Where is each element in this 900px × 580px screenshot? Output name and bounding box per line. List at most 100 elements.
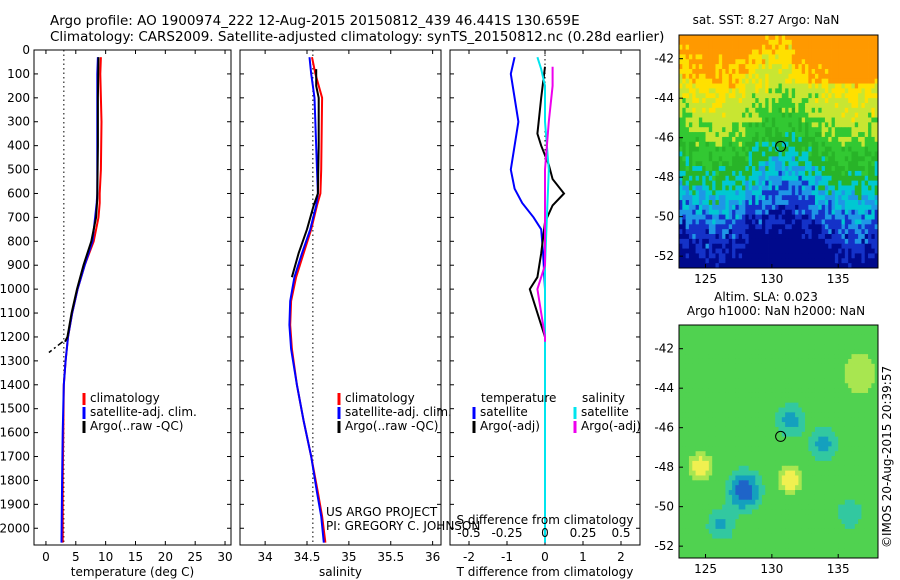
- sla_map-cell: [818, 329, 823, 336]
- sla_map-cell: [828, 422, 832, 428]
- sst_map-cell: [725, 180, 730, 186]
- sst_map-cell: [828, 59, 832, 65]
- sst_map-cell: [864, 141, 869, 148]
- sst_map-cell: [688, 127, 693, 133]
- sla_map-cell: [738, 451, 743, 457]
- sla_map-cell: [808, 412, 813, 418]
- sst_map-cell: [728, 219, 733, 225]
- sst_map-cell: [751, 112, 756, 118]
- sla_map-cell: [858, 456, 862, 462]
- sst_map-cell: [712, 83, 716, 89]
- sla_map-cell: [854, 402, 859, 408]
- sst_map-cell: [712, 214, 716, 220]
- sst_map-cell: [748, 234, 753, 240]
- sst_map-cell: [728, 166, 733, 172]
- sst_map-cell: [742, 219, 746, 225]
- sst_map-cell: [748, 170, 753, 177]
- sst_map-cell: [811, 214, 816, 220]
- sst_map-cell: [732, 132, 736, 138]
- sst_map-cell: [808, 200, 813, 206]
- difference-series-sal_satellite: [536, 56, 550, 543]
- sst_map-cell: [692, 127, 696, 133]
- sla_map-cell: [848, 349, 852, 355]
- sla_map-cell: [805, 441, 809, 447]
- sst_map-cell: [781, 180, 786, 186]
- sst_map-cell: [831, 170, 836, 177]
- sla_map-cell: [791, 358, 796, 365]
- sla_map-cell: [712, 402, 716, 408]
- sst_map-cell: [854, 234, 859, 240]
- sst_map-cell: [679, 161, 683, 167]
- sst_map-cell: [732, 204, 736, 211]
- sst_map-cell: [758, 146, 763, 152]
- sst_map-cell: [705, 132, 710, 138]
- sla_map-cell: [871, 417, 876, 423]
- sst_map-cell: [771, 117, 776, 123]
- sla_map-cell: [698, 412, 703, 418]
- sst_map-cell: [808, 190, 813, 196]
- sst_map-cell: [761, 151, 766, 157]
- sst_map-cell: [695, 151, 700, 157]
- sst_map-cell: [751, 68, 756, 75]
- sst_map-cell: [758, 64, 763, 70]
- sla_map-cell: [679, 456, 683, 462]
- sla_map-cell: [788, 441, 793, 447]
- sst_map-cell: [791, 141, 796, 148]
- sst_map-cell: [768, 195, 773, 201]
- sst_map-cell: [791, 185, 796, 191]
- sla_map-cell: [732, 402, 736, 408]
- sla_map-cell: [874, 388, 879, 394]
- sla_map-cell: [834, 422, 839, 428]
- sst_map-cell: [831, 229, 836, 235]
- sla_map-cell: [698, 417, 703, 423]
- sla_map-cell: [841, 397, 846, 404]
- sla_map-cell: [788, 465, 793, 472]
- sla_map-cell: [811, 465, 816, 472]
- sst_map-cell: [841, 112, 846, 118]
- sla_map-cell: [692, 412, 696, 418]
- sst_map-cell: [848, 102, 852, 109]
- sst_map-cell: [775, 224, 779, 230]
- sst_map-cell: [821, 185, 826, 191]
- sst_map-cell: [781, 78, 786, 84]
- sst_map-cell: [834, 59, 839, 65]
- sst_map-cell: [791, 234, 796, 240]
- sst_map-cell: [821, 224, 826, 230]
- sst_map-cell: [778, 98, 783, 104]
- sst_map-cell: [715, 209, 720, 215]
- sla_map-cell: [785, 441, 789, 447]
- sla_map-cell: [748, 349, 753, 355]
- sst_map-cell: [742, 83, 746, 89]
- sst_map-cell: [818, 234, 823, 240]
- sla_map-cell: [722, 417, 726, 423]
- sla_map-cell: [868, 334, 872, 340]
- sla_map-cell: [708, 388, 713, 394]
- sla_map-cell: [844, 378, 849, 384]
- sst_map-cell: [844, 127, 849, 133]
- sla_map-cell: [838, 358, 842, 365]
- sst_map-cell: [851, 258, 856, 264]
- sst_map-cell: [795, 73, 799, 80]
- sst_map-cell: [688, 132, 693, 138]
- sst_map-cell: [868, 253, 872, 259]
- sla_map-cell: [808, 363, 813, 370]
- sla_map-cell: [874, 402, 879, 408]
- sst_map-cell: [791, 166, 796, 172]
- sst_map-cell: [705, 49, 710, 55]
- sst_map-cell: [834, 151, 839, 157]
- sla_map-cell: [718, 363, 723, 370]
- sst_map-cell: [685, 253, 690, 259]
- sst_map-cell: [695, 73, 700, 80]
- sst_map-cell: [771, 151, 776, 157]
- sst_map-cell: [715, 54, 720, 60]
- sst_map-cell: [828, 190, 832, 196]
- sst_map-cell: [738, 107, 743, 114]
- sla_map-cell: [821, 325, 826, 331]
- sst_map-cell: [708, 127, 713, 133]
- sla_map-cell: [868, 349, 872, 355]
- sst_map-cell: [811, 98, 816, 104]
- sla_map-cell: [824, 373, 829, 379]
- sla_map-cell: [795, 329, 799, 336]
- sst_map-cell: [742, 166, 746, 172]
- sst_map-cell: [808, 122, 813, 128]
